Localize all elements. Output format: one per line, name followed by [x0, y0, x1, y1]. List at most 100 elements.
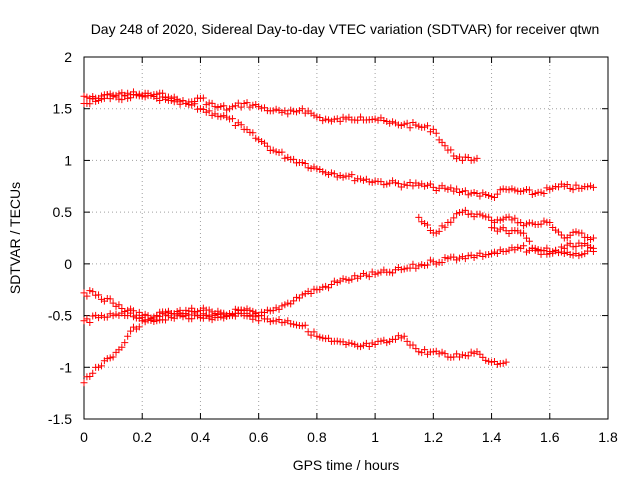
data-point-interp [522, 248, 530, 256]
x-tick-label: 0.4 [191, 429, 211, 445]
data-point-interp [293, 108, 301, 116]
x-tick-label: 1.8 [598, 429, 618, 445]
data-point-interp [461, 187, 469, 195]
data-point-interp [121, 307, 129, 315]
y-tick-label: -1.5 [48, 411, 72, 427]
data-point [80, 289, 88, 297]
data-point-interp [409, 182, 417, 190]
data-point [269, 146, 277, 154]
data-point-interp [237, 103, 245, 111]
data-point-interp [447, 218, 455, 226]
data-point-interp [424, 221, 432, 229]
data-point-interp [348, 275, 356, 283]
data-point-interp [520, 229, 528, 237]
data-point-interp [118, 343, 126, 351]
data-point-interp [141, 310, 149, 318]
data-point-interp [549, 184, 557, 192]
data-point-interp [290, 297, 298, 305]
data-point-interp [290, 155, 298, 163]
data-point-interp [127, 94, 135, 102]
data-point [502, 358, 510, 366]
data-point-interp [421, 219, 429, 227]
data-point-interp [330, 115, 338, 123]
data-point-interp [135, 308, 143, 316]
x-tick-label: 0.2 [132, 429, 152, 445]
data-point-interp [191, 100, 199, 108]
data-point [240, 100, 248, 108]
data-point [109, 353, 117, 361]
data-point-interp [563, 180, 571, 188]
data-point [589, 234, 597, 242]
data-point-interp [278, 148, 286, 156]
y-tick-label: -1 [60, 359, 73, 375]
data-point [255, 103, 263, 111]
data-point-interp [406, 124, 414, 132]
data-point-interp [508, 185, 516, 193]
series-track-4 [488, 224, 597, 260]
data-point [546, 185, 554, 193]
data-point-interp [447, 146, 455, 154]
data-point-interp [144, 316, 152, 324]
data-point-interp [266, 307, 274, 315]
data-point-interp [205, 107, 213, 115]
data-point-interp [522, 220, 530, 228]
data-point-interp [566, 250, 574, 258]
data-point-interp [127, 327, 135, 335]
data-point-interp [260, 139, 268, 147]
data-point-interp [150, 318, 158, 326]
data-point-interp [485, 250, 493, 258]
data-point [298, 291, 306, 299]
data-point [153, 317, 161, 325]
data-point-interp [103, 355, 111, 363]
data-point-interp [587, 182, 595, 190]
data-point [357, 343, 365, 351]
data-point-interp [214, 112, 222, 120]
data-point-interp [365, 342, 373, 350]
data-point-interp [391, 335, 399, 343]
data-point [444, 255, 452, 263]
data-point-interp [520, 222, 528, 230]
data-point-interp [316, 333, 324, 341]
data-point-interp [377, 337, 385, 345]
data-point [589, 183, 597, 191]
data-point-interp [493, 190, 501, 198]
data-point-interp [249, 101, 257, 109]
data-point-interp [476, 249, 484, 257]
data-point-interp [275, 305, 283, 313]
data-point-interp [103, 91, 111, 99]
data-point [298, 322, 306, 330]
data-point-interp [295, 294, 303, 302]
data-point [80, 92, 88, 100]
data-point-interp [421, 346, 429, 354]
data-point [327, 117, 335, 125]
data-point-interp [450, 214, 458, 222]
data-point-interp [263, 142, 271, 150]
data-point-interp [578, 229, 586, 237]
data-point-interp [92, 97, 100, 105]
data-point-interp [534, 245, 542, 253]
data-point-interp [301, 159, 309, 167]
plot-frame [83, 56, 609, 420]
data-point [415, 122, 423, 130]
data-point-interp [176, 309, 184, 317]
data-point-interp [362, 271, 370, 279]
data-point-interp [293, 293, 301, 301]
data-point-interp [359, 176, 367, 184]
data-point-interp [476, 350, 484, 358]
y-axis-label: SDTVAR / TECUs [7, 182, 23, 294]
data-point-interp [389, 269, 397, 277]
data-point-interp [397, 334, 405, 342]
data-point [284, 299, 292, 307]
data-point-interp [310, 163, 318, 171]
data-point [255, 136, 263, 144]
data-point-interp [316, 113, 324, 121]
data-point-interp [188, 101, 196, 109]
data-point-interp [482, 356, 490, 364]
data-point-interp [528, 219, 536, 227]
data-point [502, 247, 510, 255]
data-point-interp [464, 191, 472, 199]
x-tick-label: 0.8 [307, 429, 327, 445]
data-point-interp [115, 301, 123, 309]
data-point-interp [252, 134, 260, 142]
data-point-interp [97, 92, 105, 100]
